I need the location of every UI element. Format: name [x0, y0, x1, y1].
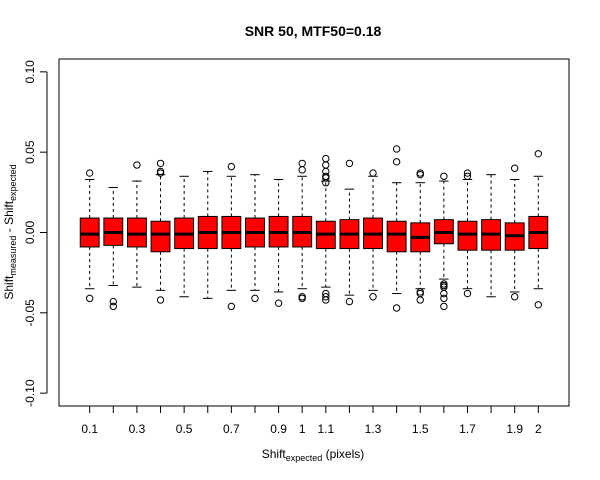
- box-group: [386, 145, 407, 312]
- box: [150, 220, 171, 253]
- box-group: [268, 178, 289, 307]
- outlier-point: [440, 294, 448, 303]
- x-tick-label: 0.1: [81, 422, 98, 436]
- y-tick-label: 0.05: [23, 140, 37, 164]
- y-tick-label: 0.00: [23, 220, 37, 244]
- box-group: [315, 154, 336, 304]
- y-label-subscript2: expected: [8, 164, 18, 201]
- outlier-point: [298, 294, 306, 303]
- outlier-point: [440, 302, 448, 311]
- outlier-point: [156, 169, 165, 177]
- box-group: [410, 169, 431, 304]
- outlier-point: [440, 289, 448, 298]
- box-group: [339, 159, 360, 306]
- x-tick-label: 0.7: [223, 422, 240, 436]
- box-series: [79, 145, 549, 312]
- box-group: [481, 174, 502, 298]
- outlier-point: [392, 304, 401, 312]
- x-tick-label: 0.3: [129, 422, 146, 436]
- x-tick-label: 1: [299, 422, 306, 436]
- outlier-point: [392, 158, 401, 166]
- x-tick-label: 1.7: [459, 422, 476, 436]
- box-group: [457, 169, 478, 298]
- chart-title: SNR 50, MTF50=0.18: [245, 23, 382, 39]
- outlier-point: [392, 145, 401, 153]
- outlier-point: [440, 172, 448, 180]
- outlier-point: [85, 294, 94, 303]
- x-tick-label: 1.1: [317, 422, 334, 436]
- box: [79, 217, 100, 248]
- outlier-point: [463, 169, 472, 177]
- box: [386, 220, 407, 253]
- outlier-point: [322, 178, 330, 187]
- box-group: [126, 161, 147, 288]
- outlier-point: [109, 302, 118, 311]
- box-group: [292, 159, 313, 303]
- outlier-point: [298, 159, 306, 168]
- outlier-point: [322, 174, 330, 182]
- outlier-point: [345, 297, 354, 306]
- outlier-point: [251, 294, 259, 303]
- x-label-suffix: (pixels): [322, 447, 364, 461]
- outlier-point: [510, 164, 519, 172]
- outlier-point: [322, 154, 330, 163]
- box-group: [363, 169, 383, 301]
- y-tick-label: -0.10: [23, 379, 37, 407]
- outlier-point: [298, 166, 306, 174]
- outlier-point: [463, 172, 472, 180]
- y-axis: -0.10 -0.05 0.00 0.05 0.10: [23, 60, 48, 407]
- outlier-point: [369, 169, 377, 177]
- x-tick-label: 2: [535, 422, 542, 436]
- y-tick-label: -0.05: [23, 299, 37, 327]
- outlier-point: [416, 170, 424, 179]
- x-tick-label: 0.5: [176, 422, 193, 436]
- outlier-point: [322, 293, 330, 301]
- outlier-point: [322, 296, 330, 304]
- outlier-point: [227, 302, 236, 311]
- y-label-middle: - Shift: [2, 200, 16, 235]
- x-tick-label: 1.9: [506, 422, 523, 436]
- x-axis: 0.1 0.3 0.5 0.7 0.9 1 1.1 1.3 1.5 1.7 1.9 2: [81, 405, 542, 436]
- x-axis-label: Shiftexpected (pixels): [262, 447, 365, 463]
- x-tick-label: 0.9: [270, 422, 287, 436]
- outlier-point: [463, 289, 472, 298]
- outlier-point: [109, 297, 118, 306]
- outlier-point: [156, 159, 165, 168]
- box-group: [504, 164, 525, 301]
- outlier-point: [345, 159, 354, 168]
- outlier-point: [416, 296, 424, 304]
- y-tick-label: 0.10: [23, 60, 37, 84]
- outlier-point: [510, 293, 519, 301]
- box-group: [221, 162, 242, 311]
- box-group: [433, 172, 454, 311]
- box-group: [103, 187, 124, 311]
- y-axis-label: Shiftmeasured - Shiftexpected: [2, 164, 18, 299]
- outlier-point: [322, 161, 330, 169]
- outlier-point: [534, 150, 543, 158]
- x-label-subscript: expected: [286, 453, 323, 463]
- box-group: [528, 150, 549, 309]
- y-label-part1: Shift: [2, 275, 16, 300]
- outlier-point: [85, 169, 94, 177]
- outlier-point: [534, 301, 543, 309]
- outlier-point: [369, 293, 377, 301]
- box-group: [150, 159, 171, 304]
- x-tick-label: 1.5: [412, 422, 429, 436]
- box-group: [245, 174, 265, 303]
- x-tick-label: 1.3: [365, 422, 382, 436]
- outlier-point: [156, 296, 165, 304]
- x-label-main: Shift: [262, 447, 287, 461]
- box: [126, 217, 147, 248]
- box-group: [174, 175, 195, 298]
- outlier-point: [227, 162, 236, 171]
- outlier-point: [274, 299, 283, 307]
- box: [457, 220, 478, 251]
- box-group: [79, 169, 100, 303]
- y-label-subscript1: measured: [8, 236, 18, 276]
- box-group: [197, 170, 218, 299]
- outlier-point: [133, 161, 141, 169]
